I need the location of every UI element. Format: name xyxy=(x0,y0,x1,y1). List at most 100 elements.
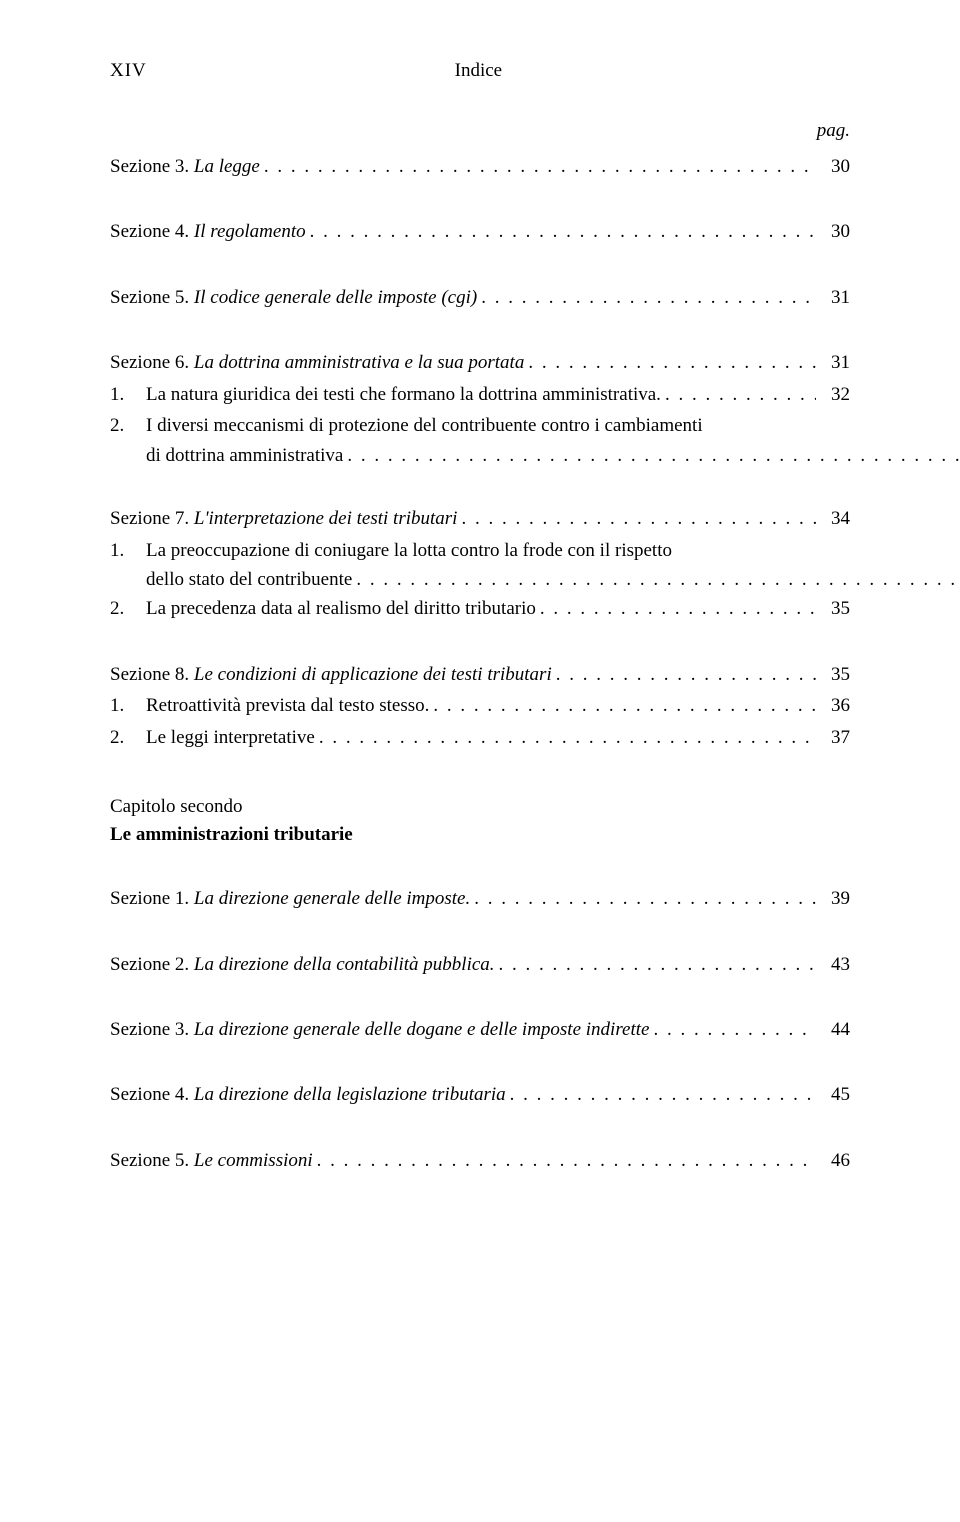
header-spacer xyxy=(810,60,850,82)
item-text-line2-text: dello stato del contribuente xyxy=(146,565,352,594)
toc-page-number: 30 xyxy=(820,152,850,181)
table-of-contents: Sezione 3. La legge30Sezione 4. Il regol… xyxy=(110,152,850,1175)
item-text-line1: I diversi meccanismi di protezione del c… xyxy=(146,411,960,440)
toc-section-text: Sezione 2. La direzione della contabilit… xyxy=(110,950,495,979)
toc-numbered-line: 1.La natura giuridica dei testi che form… xyxy=(110,380,850,409)
item-number: 2. xyxy=(110,723,146,752)
toc-section-line: Sezione 4. Il regolamento 30 xyxy=(110,217,850,246)
toc-page-number: 35 xyxy=(820,594,850,623)
toc-section-line: Sezione 2. La direzione della contabilit… xyxy=(110,950,850,979)
toc-page-number: 45 xyxy=(820,1080,850,1109)
toc-page-number: 39 xyxy=(820,884,850,913)
item-body: I diversi meccanismi di protezione del c… xyxy=(146,411,960,470)
leader-dots xyxy=(264,152,816,175)
item-text-line2-text: di dottrina amministrativa xyxy=(146,441,343,470)
item-text: Le leggi interpretative xyxy=(146,723,315,752)
leader-dots xyxy=(481,283,816,306)
toc-page-number: 36 xyxy=(820,691,850,720)
section-title: La legge xyxy=(194,156,260,177)
toc-section-text: Sezione 7. L'interpretazione dei testi t… xyxy=(110,504,457,533)
section-gap xyxy=(110,626,850,660)
item-text-line1: La preoccupazione di coniugare la lotta … xyxy=(146,536,960,565)
item-number: 2. xyxy=(110,411,146,470)
section-title: Le condizioni di applicazione dei testi … xyxy=(194,664,552,685)
page-column-label: pag. xyxy=(110,120,850,142)
section-title: La direzione generale delle dogane e del… xyxy=(194,1019,650,1040)
leader-dots xyxy=(310,217,816,240)
item-number: 2. xyxy=(110,594,146,623)
item-number: 1. xyxy=(110,691,146,720)
section-prefix: Sezione 7. xyxy=(110,508,194,529)
section-title: La direzione della legislazione tributar… xyxy=(194,1084,506,1105)
section-prefix: Sezione 5. xyxy=(110,1150,194,1171)
toc-section-text: Sezione 4. Il regolamento xyxy=(110,217,306,246)
leader-dots xyxy=(528,348,816,371)
chapter-title: Le amministrazioni tributarie xyxy=(110,824,850,846)
page-number-roman: XIV xyxy=(110,60,147,82)
item-text-line2: di dottrina amministrativa33 xyxy=(146,441,960,470)
toc-numbered-line: 2.Le leggi interpretative 37 xyxy=(110,723,850,752)
toc-page-number: 46 xyxy=(820,1146,850,1175)
section-title: L'interpretazione dei testi tributari xyxy=(194,508,458,529)
toc-section-text: Sezione 1. La direzione generale delle i… xyxy=(110,884,470,913)
section-gap xyxy=(110,249,850,283)
toc-section-text: Sezione 3. La direzione generale delle d… xyxy=(110,1015,649,1044)
toc-section-line: Sezione 5. Le commissioni 46 xyxy=(110,1146,850,1175)
toc-page-number: 35 xyxy=(820,660,850,689)
leader-dots xyxy=(499,950,816,973)
toc-section-line: Sezione 3. La legge 30 xyxy=(110,152,850,181)
item-number: 1. xyxy=(110,380,146,409)
leader-dots xyxy=(461,504,816,527)
toc-page-number: 31 xyxy=(820,283,850,312)
item-text: Retroattività prevista dal testo stesso. xyxy=(146,691,429,720)
leader-dots xyxy=(474,884,816,907)
toc-section-text: Sezione 5. Le commissioni xyxy=(110,1146,313,1175)
toc-numbered-multiline: 1.La preoccupazione di coniugare la lott… xyxy=(110,536,850,595)
leader-dots xyxy=(347,441,960,464)
section-title: Il codice generale delle imposte (cgi) xyxy=(194,287,477,308)
toc-page-number: 31 xyxy=(820,348,850,377)
toc-page-number: 34 xyxy=(820,504,850,533)
leader-dots xyxy=(319,723,816,746)
toc-numbered-line: 1.Retroattività prevista dal testo stess… xyxy=(110,691,850,720)
toc-section-text: Sezione 3. La legge xyxy=(110,152,260,181)
toc-section-text: Sezione 6. La dottrina amministrativa e … xyxy=(110,348,524,377)
item-text-line2: dello stato del contribuente34 xyxy=(146,565,960,594)
toc-section-line: Sezione 6. La dottrina amministrativa e … xyxy=(110,348,850,377)
toc-page-number: 43 xyxy=(820,950,850,979)
toc-page-number: 44 xyxy=(820,1015,850,1044)
section-prefix: Sezione 4. xyxy=(110,221,194,242)
toc-section-text: Sezione 5. Il codice generale delle impo… xyxy=(110,283,477,312)
toc-numbered-multiline: 2.I diversi meccanismi di protezione del… xyxy=(110,411,850,470)
item-text: La precedenza data al realismo del dirit… xyxy=(146,594,536,623)
leader-dots xyxy=(665,380,816,403)
toc-page-number: 37 xyxy=(820,723,850,752)
section-gap xyxy=(110,314,850,348)
toc-section-text: Sezione 8. Le condizioni di applicazione… xyxy=(110,660,552,689)
toc-section-text: Sezione 4. La direzione della legislazio… xyxy=(110,1080,506,1109)
leader-dots xyxy=(433,691,816,714)
section-gap xyxy=(110,1046,850,1080)
section-gap xyxy=(110,470,850,504)
toc-page-number: 30 xyxy=(820,217,850,246)
section-prefix: Sezione 3. xyxy=(110,156,194,177)
toc-section-line: Sezione 4. La direzione della legislazio… xyxy=(110,1080,850,1109)
section-gap xyxy=(110,916,850,950)
section-gap xyxy=(110,1112,850,1146)
section-gap xyxy=(110,981,850,1015)
toc-numbered-line: 2.La precedenza data al realismo del dir… xyxy=(110,594,850,623)
leader-dots xyxy=(556,660,816,683)
page-header: XIV Indice xyxy=(110,60,850,82)
item-text: La natura giuridica dei testi che forman… xyxy=(146,380,661,409)
header-title: Indice xyxy=(147,60,810,82)
toc-section-line: Sezione 1. La direzione generale delle i… xyxy=(110,884,850,913)
toc-section-line: Sezione 3. La direzione generale delle d… xyxy=(110,1015,850,1044)
section-title: Le commissioni xyxy=(194,1150,313,1171)
leader-dots xyxy=(356,565,960,588)
section-prefix: Sezione 2. xyxy=(110,954,194,975)
toc-section-line: Sezione 5. Il codice generale delle impo… xyxy=(110,283,850,312)
item-body: La preoccupazione di coniugare la lotta … xyxy=(146,536,960,595)
section-gap xyxy=(110,183,850,217)
chapter-label: Capitolo secondo xyxy=(110,796,850,818)
toc-section-line: Sezione 8. Le condizioni di applicazione… xyxy=(110,660,850,689)
